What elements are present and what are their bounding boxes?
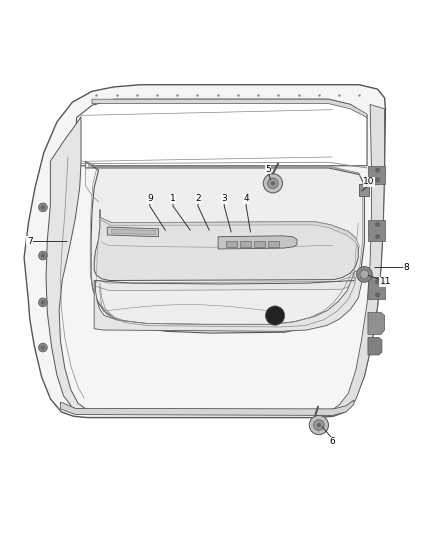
Text: 7: 7 — [27, 237, 33, 246]
Polygon shape — [95, 272, 359, 290]
Polygon shape — [92, 99, 367, 118]
Circle shape — [39, 298, 47, 307]
Text: 8: 8 — [403, 263, 410, 272]
Circle shape — [317, 423, 321, 427]
Circle shape — [375, 235, 380, 239]
Bar — [268, 241, 279, 247]
Polygon shape — [24, 85, 385, 418]
Polygon shape — [112, 229, 155, 235]
Circle shape — [314, 420, 324, 430]
Bar — [359, 184, 369, 197]
Circle shape — [265, 306, 285, 325]
Text: 4: 4 — [244, 194, 249, 203]
Polygon shape — [75, 99, 367, 166]
Circle shape — [375, 222, 380, 227]
Circle shape — [375, 168, 380, 172]
Text: 11: 11 — [380, 277, 391, 286]
Polygon shape — [100, 209, 359, 248]
Polygon shape — [328, 104, 385, 416]
Polygon shape — [368, 312, 385, 334]
Circle shape — [375, 177, 380, 182]
Bar — [226, 241, 237, 247]
Bar — [240, 241, 251, 247]
Polygon shape — [46, 117, 88, 412]
Polygon shape — [368, 337, 382, 355]
Circle shape — [39, 343, 47, 352]
Bar — [368, 278, 385, 300]
Text: 2: 2 — [195, 194, 201, 203]
Polygon shape — [94, 209, 358, 280]
Circle shape — [39, 251, 47, 260]
Circle shape — [41, 300, 45, 304]
Text: 5: 5 — [265, 165, 271, 174]
Text: 9: 9 — [147, 194, 153, 203]
Text: 3: 3 — [221, 194, 227, 203]
Bar — [368, 166, 385, 184]
Circle shape — [357, 266, 372, 282]
Polygon shape — [60, 400, 354, 415]
Polygon shape — [85, 161, 364, 333]
Bar — [368, 220, 385, 241]
Circle shape — [263, 174, 283, 193]
Circle shape — [375, 280, 380, 284]
Circle shape — [41, 253, 45, 258]
Circle shape — [268, 178, 278, 189]
Text: 10: 10 — [363, 177, 374, 187]
Circle shape — [309, 415, 328, 435]
Text: 1: 1 — [170, 194, 176, 203]
Bar — [254, 241, 265, 247]
Polygon shape — [218, 236, 297, 249]
Circle shape — [39, 203, 47, 212]
Polygon shape — [107, 227, 159, 237]
Text: 6: 6 — [329, 437, 335, 446]
Circle shape — [41, 205, 45, 209]
Polygon shape — [94, 271, 361, 332]
Circle shape — [271, 181, 275, 185]
Circle shape — [360, 270, 369, 279]
Circle shape — [375, 293, 380, 297]
Circle shape — [41, 345, 45, 350]
